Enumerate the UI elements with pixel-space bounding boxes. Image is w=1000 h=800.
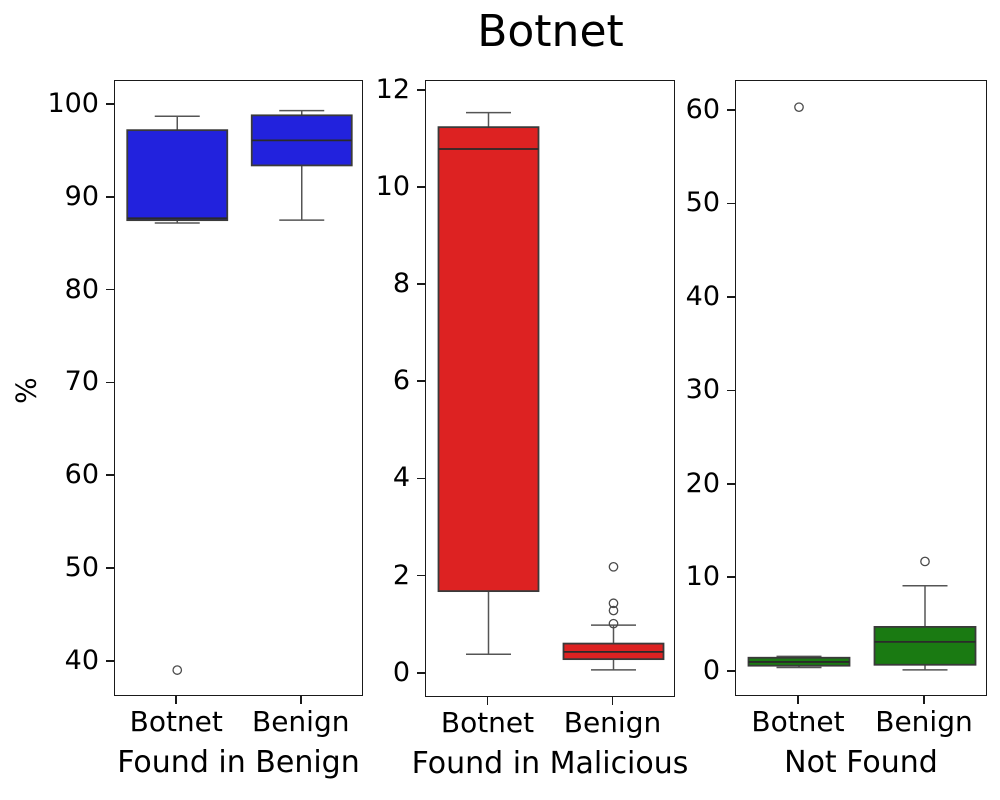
boxplot-canvas (437, 111, 665, 671)
outlier-point (608, 618, 619, 629)
y-tick-label: 40 (64, 644, 99, 676)
y-tick-mark (417, 88, 425, 91)
y-tick-label: 100 (47, 88, 99, 120)
x-tick-mark (299, 696, 302, 704)
axes-2 (425, 80, 675, 697)
outlier-point (608, 561, 619, 572)
y-tick-label: 30 (685, 374, 720, 406)
y-tick-mark (727, 389, 735, 392)
y-tick-label: 60 (64, 459, 99, 491)
y-tick-mark (727, 109, 735, 111)
y-tick-label: 0 (702, 654, 720, 686)
y-tick-label: 10 (685, 561, 720, 593)
box-botnet (126, 129, 229, 222)
outlier-point (608, 598, 619, 609)
outlier-point (608, 605, 619, 616)
y-tick-mark (417, 186, 425, 188)
y-tick-label: 80 (64, 273, 99, 305)
x-tick-mark (923, 696, 925, 704)
y-tick-mark (106, 659, 114, 662)
y-tick-label: 70 (64, 366, 99, 398)
y-tick-label: 60 (685, 93, 720, 125)
boxplot-canvas (126, 109, 353, 675)
x-axis-label: Found in Benign (117, 745, 360, 780)
y-tick-mark (106, 103, 114, 105)
x-tick-label-benign: Benign (875, 705, 973, 738)
y-tick-label: 12 (375, 73, 410, 105)
outlier-point (920, 556, 930, 567)
boxplot-canvas (747, 102, 977, 671)
x-tick-mark (611, 697, 614, 705)
x-axis-label: Not Found (784, 745, 938, 780)
x-tick-label-botnet: Botnet (440, 706, 535, 739)
y-tick-mark (106, 567, 114, 569)
x-tick-mark (797, 696, 799, 704)
y-tick-mark (727, 669, 735, 672)
y-tick-label: 0 (392, 656, 410, 688)
y-tick-label: 4 (392, 462, 410, 494)
y-tick-mark (727, 483, 735, 485)
x-tick-label-benign: Benign (563, 706, 662, 739)
y-tick-mark (727, 202, 735, 205)
y-tick-mark (417, 574, 425, 577)
outlier-point (172, 665, 183, 675)
x-tick-label-botnet: Botnet (129, 705, 223, 738)
axes-1 (114, 80, 363, 696)
y-tick-label: 10 (375, 170, 410, 202)
outlier-point (794, 102, 804, 113)
y-tick-mark (727, 576, 735, 579)
box-botnet (437, 126, 540, 593)
box-benign (873, 625, 977, 666)
y-tick-label: 6 (392, 365, 410, 397)
y-tick-mark (106, 288, 114, 291)
x-tick-mark (175, 696, 178, 704)
axes-3 (735, 80, 987, 696)
x-tick-label-botnet: Botnet (751, 705, 845, 738)
y-tick-label: 20 (685, 467, 720, 499)
y-tick-mark (417, 671, 425, 674)
chart-title: Botnet (477, 6, 624, 57)
y-tick-mark (106, 196, 114, 198)
y-tick-mark (106, 381, 114, 384)
x-axis-label: Found in Malicious (411, 746, 689, 781)
y-tick-mark (417, 283, 425, 285)
y-tick-label: 50 (685, 187, 720, 219)
x-tick-label-benign: Benign (252, 705, 350, 738)
y-tick-label: 50 (64, 551, 99, 583)
y-tick-mark (106, 474, 114, 476)
y-tick-mark (727, 296, 735, 298)
y-tick-label: 90 (64, 180, 99, 212)
y-tick-label: 8 (392, 268, 410, 300)
y-tick-label: 40 (685, 280, 720, 312)
x-tick-mark (486, 697, 489, 705)
y-tick-mark (417, 477, 425, 480)
y-tick-label: 2 (392, 559, 410, 591)
y-tick-mark (417, 380, 425, 382)
